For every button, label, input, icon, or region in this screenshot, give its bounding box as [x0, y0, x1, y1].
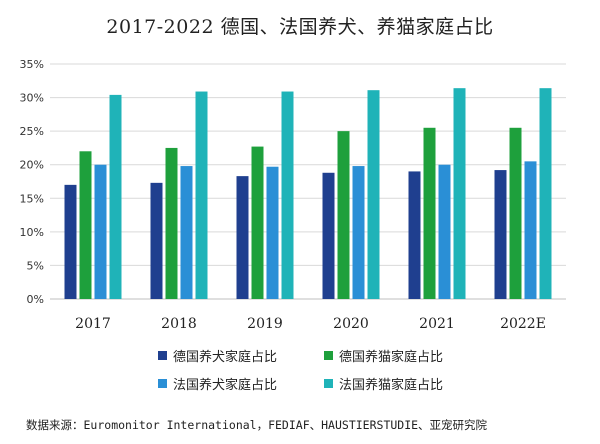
- bar: [524, 161, 537, 299]
- bars: [64, 88, 552, 300]
- legend-item: 德国养犬家庭占比: [158, 346, 306, 365]
- legend-swatch: [324, 351, 333, 360]
- y-tick-label: 30%: [20, 92, 44, 105]
- legend-label: 德国养猫家庭占比: [339, 350, 444, 365]
- bar: [195, 91, 208, 300]
- x-category-label: 2021: [419, 316, 455, 332]
- legend-item: 法国养犬家庭占比: [158, 374, 306, 393]
- bar: [539, 88, 552, 300]
- x-category-label: 2020: [333, 316, 369, 332]
- legend: 德国养犬家庭占比 德国养猫家庭占比法国养犬家庭占比 法国养猫家庭占比: [158, 346, 478, 393]
- bar: [322, 172, 335, 299]
- bar: [438, 164, 451, 299]
- y-tick-label: 35%: [20, 58, 44, 71]
- y-tick-label: 20%: [20, 159, 44, 172]
- x-category-label: 2019: [247, 316, 283, 332]
- source-note: 数据来源：Euromonitor International，FEDIAF、HA…: [26, 418, 488, 432]
- bar: [337, 131, 350, 299]
- y-tick-label: 0%: [27, 293, 44, 306]
- x-category-label: 2018: [161, 316, 197, 332]
- bar: [494, 170, 507, 299]
- bar: [236, 176, 249, 299]
- bar: [352, 166, 365, 299]
- legend-swatch: [158, 351, 167, 360]
- x-axis-category-labels: 2017 2018 2019 2020 2021 2022E: [75, 316, 546, 332]
- bar: [150, 182, 163, 299]
- bar: [94, 164, 107, 299]
- bar: [509, 127, 522, 300]
- bar: [281, 91, 294, 300]
- bar: [251, 146, 264, 299]
- legend-label: 法国养犬家庭占比: [173, 378, 278, 393]
- y-tick-label: 25%: [20, 125, 44, 138]
- bar: [266, 166, 279, 299]
- legend-swatch: [324, 379, 333, 388]
- bar: [109, 94, 122, 299]
- x-category-label: 2022E: [500, 316, 546, 332]
- legend-swatch: [158, 379, 167, 388]
- x-category-label: 2017: [75, 316, 111, 332]
- chart-title: 2017-2022 德国、法国养犬、养猫家庭占比: [106, 16, 494, 38]
- legend-item: 德国养猫家庭占比: [324, 346, 472, 365]
- legend-label: 德国养犬家庭占比: [173, 350, 278, 365]
- bar: [453, 88, 466, 300]
- y-tick-label: 5%: [27, 259, 44, 272]
- gridlines: [50, 63, 566, 300]
- bar: [79, 151, 92, 299]
- y-tick-label: 10%: [20, 226, 44, 239]
- y-axis-tick-labels: 0% 5% 10% 15% 20% 25% 30% 35%: [20, 58, 44, 306]
- y-tick-label: 15%: [20, 192, 44, 205]
- bar: [180, 166, 193, 299]
- bar: [423, 127, 436, 300]
- bar: [367, 90, 380, 299]
- bar: [64, 184, 77, 299]
- bar: [408, 171, 421, 299]
- legend-label: 法国养猫家庭占比: [339, 378, 444, 393]
- bar: [165, 147, 178, 299]
- legend-item: 法国养猫家庭占比: [324, 374, 472, 393]
